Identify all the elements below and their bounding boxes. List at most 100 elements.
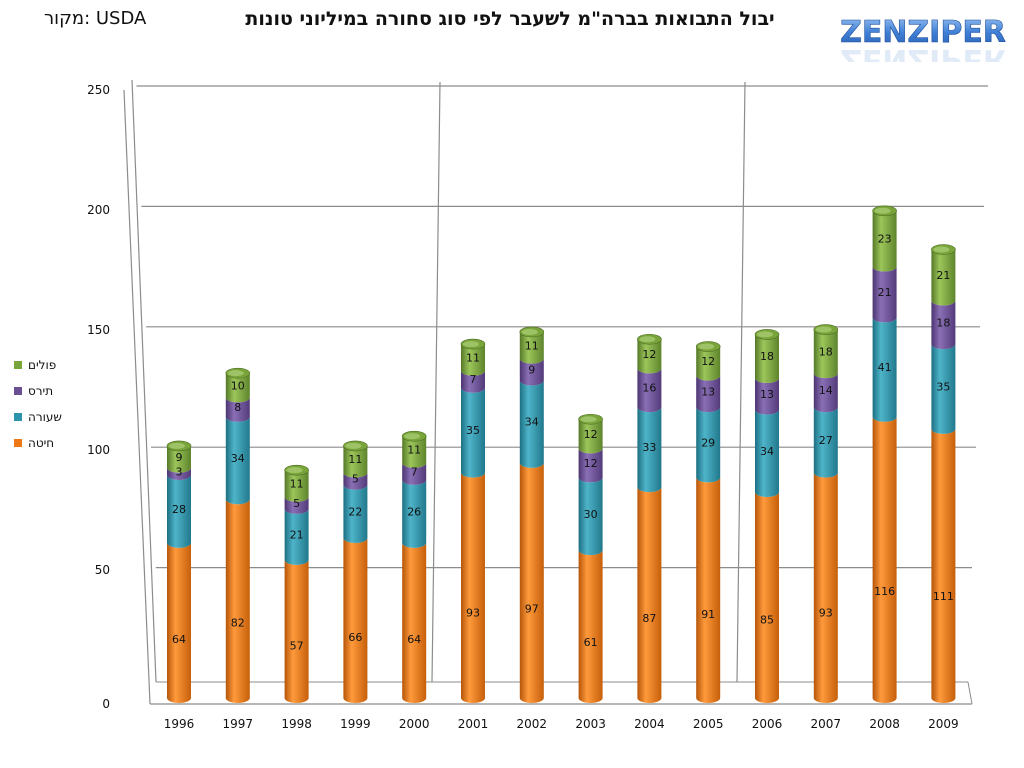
bar-segment [225, 416, 250, 505]
wall-divider-0 [431, 81, 441, 683]
data-label: 21 [936, 269, 950, 282]
bar-segment [284, 470, 309, 502]
segment-body [343, 472, 368, 490]
data-label: 18 [819, 345, 833, 358]
bar-top-highlight [463, 341, 479, 348]
data-label: 111 [933, 590, 954, 603]
segment-body [813, 373, 838, 413]
data-label: 64 [407, 633, 421, 646]
bar-segment [696, 375, 721, 413]
segment-body [637, 487, 662, 703]
y-axis: 0 50 100 150 200 250 [87, 83, 110, 711]
legend: פולים תירס שעורה חיטה [14, 352, 104, 456]
chart-frame [123, 79, 988, 705]
x-tick-label: 1999 [340, 717, 371, 731]
bar-segment [167, 474, 191, 548]
bar-segment [284, 508, 309, 565]
data-label: 87 [642, 612, 656, 625]
bar-1997: 82 34 8 10 [225, 367, 251, 703]
data-label: 18 [760, 350, 774, 363]
data-label: 34 [525, 416, 539, 429]
segment-body [284, 496, 309, 514]
segment-body [931, 344, 956, 434]
data-label: 116 [874, 585, 895, 598]
bar-segment [225, 499, 250, 703]
x-tick-label: 2009 [928, 717, 959, 731]
segment-body [578, 550, 603, 703]
y-tick-label: 50 [95, 563, 110, 577]
bar-segment [696, 477, 721, 703]
data-label: 34 [760, 445, 774, 458]
bar-segment [167, 445, 191, 473]
bar-segment [696, 346, 721, 381]
bar-segment [167, 467, 191, 480]
wall-left-back [131, 79, 157, 683]
x-tick-label: 2008 [869, 717, 900, 731]
segment-body [461, 370, 485, 393]
legend-swatch [14, 413, 22, 421]
bar-top-highlight [345, 442, 362, 449]
logo-text: ZENZIPER [840, 15, 1006, 50]
segment-body [755, 491, 779, 703]
bar-top-highlight [286, 467, 303, 474]
segment-body [755, 334, 779, 384]
segment-body [284, 470, 309, 502]
segment-body [578, 477, 603, 556]
bar-1999: 66 22 5 11 [343, 440, 368, 703]
segment-body [931, 428, 956, 703]
data-label: 64 [172, 633, 186, 646]
bar-2004: 87 33 16 12 [637, 333, 662, 703]
segment-body [167, 445, 191, 473]
bar-segment [519, 358, 544, 386]
bar-segment [637, 487, 662, 703]
segment-body [225, 499, 250, 703]
data-label: 91 [701, 608, 715, 621]
bar-top-highlight [815, 326, 832, 333]
segment-body [343, 484, 368, 544]
x-tick-label: 2003 [575, 717, 606, 731]
zenziper-logo: ZENZIPER ZENZIPER [840, 15, 1006, 62]
data-label: 82 [231, 616, 245, 629]
data-label: 11 [348, 453, 362, 466]
data-label: 30 [584, 508, 598, 521]
data-label: 93 [819, 606, 833, 619]
data-label: 7 [411, 465, 418, 478]
data-label: 12 [701, 355, 715, 368]
segment-body [637, 339, 662, 374]
bar-segment [755, 378, 779, 415]
bar-segment [813, 329, 838, 379]
segment-body [696, 407, 721, 483]
wall-divider-1 [736, 81, 746, 683]
bar-segment [402, 436, 427, 468]
bar-segment [519, 331, 544, 364]
bar-segment [284, 496, 309, 514]
x-tick-label: 2000 [399, 717, 430, 731]
segment-body [461, 472, 485, 703]
bar-segment [225, 397, 250, 422]
bar-segment [872, 317, 897, 422]
y-tick-label: 150 [87, 323, 110, 337]
x-tick-label: 2006 [752, 717, 783, 731]
data-label: 27 [819, 434, 833, 447]
data-label: 33 [642, 441, 656, 454]
segment-body [813, 472, 838, 703]
segment-body [225, 373, 250, 403]
x-tick-label: 2001 [458, 717, 489, 731]
bar-segment [872, 416, 897, 703]
bar-segment [284, 559, 309, 703]
bar-segment [343, 445, 368, 478]
bar-segment [578, 419, 603, 454]
segment-body [578, 448, 603, 483]
bar-segment [813, 472, 838, 703]
bar-segment [813, 407, 838, 478]
bar-1996: 64 28 39 [166, 440, 192, 703]
bar-top-highlight [227, 370, 244, 377]
data-label: 26 [407, 505, 421, 518]
x-tick-label: 2002 [517, 717, 548, 731]
bar-segment [872, 266, 897, 323]
segment-body [872, 416, 897, 703]
data-label: 3 [176, 465, 183, 478]
floor-right [967, 681, 973, 705]
bar-top-highlight [757, 331, 773, 338]
segment-body [284, 508, 309, 565]
